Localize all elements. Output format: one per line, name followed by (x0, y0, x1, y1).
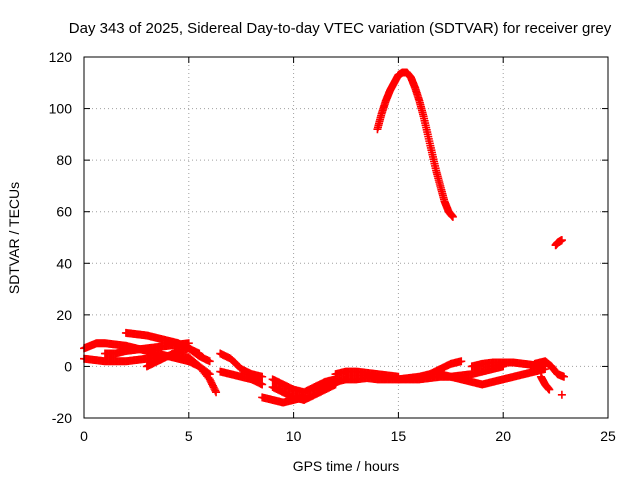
data-point (300, 393, 309, 402)
data-point (204, 369, 213, 378)
x-tick-label: 5 (185, 428, 193, 444)
data-point (195, 349, 204, 358)
axis-ticks: 0 5 10 15 20 25 -20 0 20 40 60 80 100 120 (49, 49, 616, 444)
data-point (205, 370, 214, 379)
data-point (557, 390, 566, 399)
y-tick-label: 0 (64, 358, 72, 374)
x-tick-label: 10 (286, 428, 302, 444)
series-arc-r (557, 390, 566, 399)
series-arc-p (530, 357, 568, 381)
x-tick-label: 15 (391, 428, 407, 444)
x-tick-label: 20 (495, 428, 511, 444)
x-tick-label: 0 (80, 428, 88, 444)
chart-title: Day 343 of 2025, Sidereal Day-to-day VTE… (69, 20, 612, 37)
series-arc-g (216, 367, 267, 389)
y-axis-label: SDTVAR / TECUs (6, 182, 22, 294)
data-point (559, 372, 568, 381)
y-tick-label: 100 (49, 101, 73, 117)
plot-frame (83, 56, 609, 419)
y-tick-label: 120 (49, 49, 73, 65)
y-tick-label: 60 (56, 204, 72, 220)
data-point (205, 357, 214, 366)
series-arc-n (436, 365, 550, 389)
data-point (212, 388, 221, 397)
data-point (457, 357, 466, 366)
y-tick-label: -20 (52, 410, 72, 426)
y-tick-label: 80 (56, 152, 72, 168)
y-tick-label: 20 (56, 307, 72, 323)
x-axis-label: GPS time / hours (293, 458, 400, 474)
series-arc-q (536, 372, 554, 394)
series-arc-e (142, 344, 204, 371)
series-arc-j (258, 393, 309, 407)
data-point (258, 372, 267, 381)
x-tick-label: 25 (600, 428, 616, 444)
data-point (545, 385, 554, 394)
series-arc-t (551, 236, 566, 250)
data-point (258, 380, 267, 389)
data-points (80, 68, 568, 407)
y-tick-label: 40 (56, 255, 72, 271)
data-point (448, 212, 457, 221)
series-arc-d (100, 339, 193, 358)
data-point (557, 236, 566, 245)
series-arc-s (373, 68, 457, 221)
